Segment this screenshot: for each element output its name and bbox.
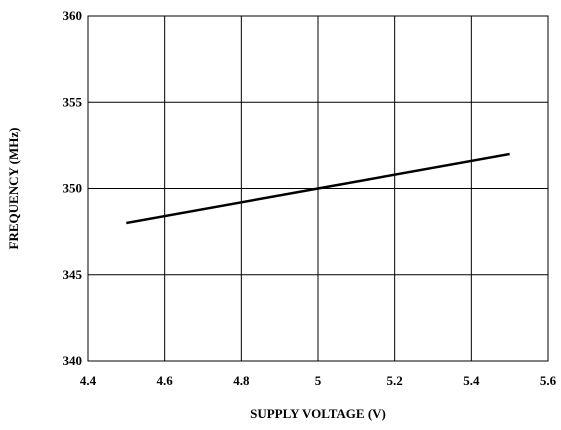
series-layer: [126, 152, 510, 225]
y-tick-label: 350: [63, 181, 83, 196]
x-tick-label: 5.2: [387, 373, 403, 388]
x-tick-label: 5.6: [540, 373, 557, 388]
x-tick-label: 5: [315, 373, 322, 388]
x-axis-label: SUPPLY VOLTAGE (V): [250, 406, 386, 421]
x-tick-label: 4.8: [233, 373, 250, 388]
plot-frame: [87, 15, 549, 362]
x-tick-label: 5.4: [463, 373, 480, 388]
series-line: [126, 152, 510, 225]
x-tick-label: 4.6: [157, 373, 174, 388]
y-tick-label: 355: [63, 94, 83, 109]
x-tick-label: 4.4: [80, 373, 97, 388]
y-tick-label: 345: [63, 267, 83, 282]
y-axis-label: FREQUENCY (MHz): [6, 128, 21, 250]
x-tick-labels: 4.4 4.6 4.8 5 5.2 5.4 5.6: [80, 373, 557, 388]
y-tick-label: 360: [63, 8, 83, 23]
y-tick-labels: 340 345 350 355 360: [63, 8, 83, 368]
y-tick-label: 340: [63, 353, 83, 368]
